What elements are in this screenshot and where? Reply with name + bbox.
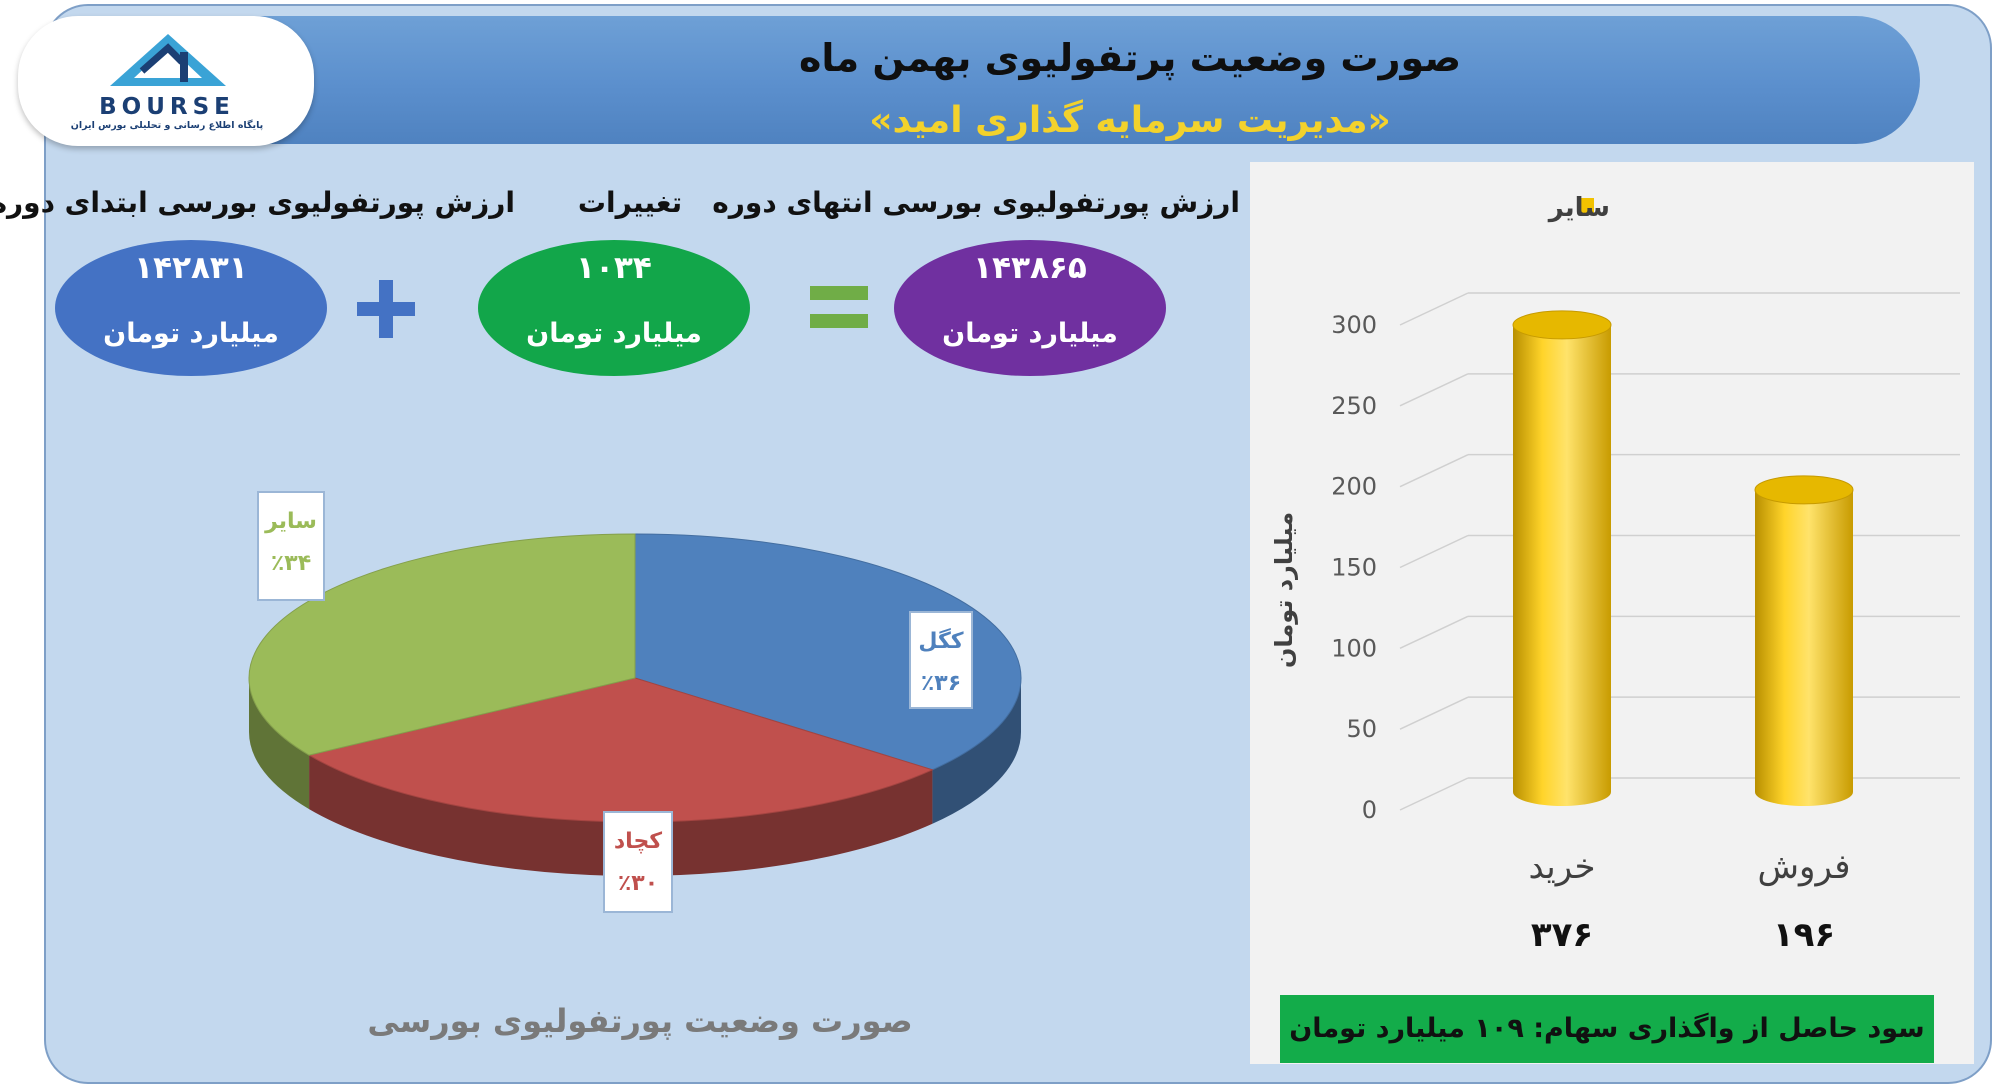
- y-tick-0: 0: [1362, 796, 1377, 824]
- grid-diag-3: [1399, 534, 1469, 569]
- logo-triangle-icon: [110, 34, 226, 86]
- pie-slice-2: [248, 533, 636, 756]
- pie-label-value-1: ٪۳۰: [618, 871, 658, 896]
- grid-diag-0: [1399, 777, 1469, 811]
- pie-slice-0: [634, 533, 1022, 771]
- page-title: صورت وضعیت پرتفولیوی بهمن ماه: [798, 36, 1462, 80]
- y-tick-3: 150: [1331, 554, 1377, 582]
- bar-chart-panel: [1250, 162, 1974, 1064]
- header-banner: صورت وضعیت پرتفولیوی بهمن ماه «مدیریت سر…: [20, 16, 1920, 144]
- pie-label-value-2: ٪۳۴: [271, 551, 311, 576]
- bar-0: [1512, 310, 1612, 806]
- legend-label: سایر: [1547, 193, 1610, 223]
- y-tick-1: 50: [1346, 715, 1377, 743]
- start-value-number: ۱۴۲۸۳۱: [134, 250, 248, 286]
- equals-icon: [810, 286, 868, 328]
- grid-diag-4: [1399, 453, 1469, 488]
- start-value-unit: میلیارد تومان: [103, 318, 279, 349]
- grid-diag-6: [1399, 292, 1469, 326]
- pie-label-name-0: کگل: [918, 627, 963, 654]
- pie-label-name-1: کچاد: [614, 829, 662, 854]
- start-value-oval: ۱۴۲۸۳۱ میلیارد تومان: [55, 240, 327, 376]
- change-label: تغییرات: [577, 186, 683, 219]
- y-axis-title: میلیارد تومان: [1270, 512, 1298, 668]
- bar-value-label-1: ۱۹۶: [1773, 915, 1835, 955]
- y-tick-4: 200: [1331, 473, 1377, 501]
- bar-value-label-0: ۳۷۶: [1531, 915, 1593, 955]
- pie-label-2: سایر ٪۳۴: [257, 491, 325, 601]
- grid-diag-2: [1399, 615, 1469, 650]
- end-value-unit: میلیارد تومان: [942, 318, 1118, 349]
- pie-label-value-0: ٪۳۶: [921, 671, 961, 696]
- profit-note: سود حاصل از واگذاری سهام: ۱۰۹ میلیارد تو…: [1280, 995, 1934, 1063]
- change-number: ۱۰۳۴: [576, 250, 652, 286]
- pie-chart-title: صورت وضعیت پورتفولیوی بورسی: [367, 1002, 913, 1040]
- pie-side-0: [932, 678, 1021, 824]
- pie-label-1: کچاد ٪۳۰: [603, 811, 673, 913]
- change-unit: میلیارد تومان: [526, 318, 702, 349]
- start-value-label: ارزش پورتفولیوی بورسی ابتدای دوره: [0, 186, 515, 219]
- y-tick-5: 250: [1331, 392, 1377, 420]
- end-value-number: ۱۴۳۸۶۵: [973, 250, 1087, 286]
- pie-chart: کگل ٪۳۶ کچاد ٪۳۰ سایر ٪۳۴: [248, 491, 1022, 913]
- logo-tagline: پایگاه اطلاع رسانی و تحلیلی بورس ایران: [70, 120, 264, 131]
- x-category-0: خرید: [1528, 847, 1595, 887]
- pie-side-1: [309, 755, 933, 876]
- y-tick-2: 100: [1331, 634, 1377, 662]
- end-value-label: ارزش پورتفولیوی بورسی انتهای دوره: [712, 186, 1240, 219]
- bourse-logo: BOURSE پایگاه اطلاع رسانی و تحلیلی بورس …: [18, 16, 314, 146]
- bar-1: [1754, 475, 1854, 806]
- pie-side-2: [249, 678, 310, 810]
- end-value-oval: ۱۴۳۸۶۵ میلیارد تومان: [894, 240, 1166, 376]
- pie-label-0: کگل ٪۳۶: [909, 611, 973, 709]
- grid-diag-5: [1399, 373, 1469, 407]
- y-tick-6: 300: [1331, 311, 1377, 339]
- x-category-1: فروش: [1758, 847, 1851, 887]
- page-subtitle: «مدیریت سرمایه گذاری امید»: [869, 100, 1391, 141]
- logo-wordmark: BOURSE: [99, 94, 235, 120]
- pie-label-name-2: سایر: [264, 509, 317, 534]
- plus-icon: [357, 280, 415, 338]
- legend-swatch: [1578, 198, 1594, 214]
- grid-diag-1: [1399, 696, 1469, 730]
- change-oval: ۱۰۳۴ میلیارد تومان: [478, 240, 750, 376]
